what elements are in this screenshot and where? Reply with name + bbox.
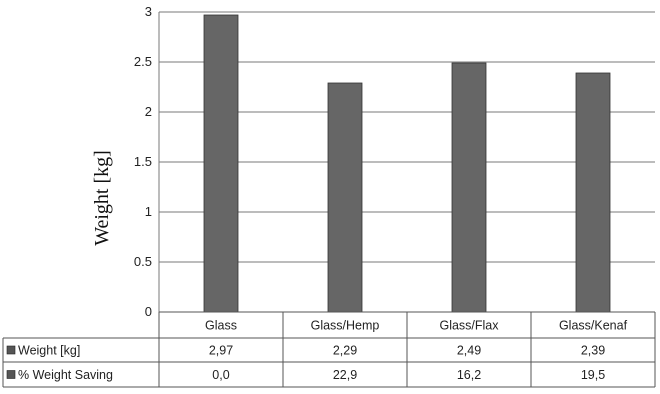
table-row-label: Weight [kg] [18, 344, 80, 358]
y-tick-label: 3 [145, 4, 152, 19]
table-row-label: % Weight Saving [18, 368, 113, 382]
bar-glass-hemp [327, 82, 363, 313]
table-cell: 2,29 [333, 344, 357, 358]
y-tick-label: 1 [145, 204, 152, 219]
y-tick-label: 1.5 [134, 154, 152, 169]
bar-glass [203, 14, 239, 313]
table-cell: 2,39 [581, 344, 605, 358]
bar-glass-flax [451, 62, 487, 313]
gridlines [158, 11, 655, 313]
category-label: Glass/Kenaf [559, 319, 628, 333]
category-label: Glass/Flax [439, 319, 499, 333]
table-cell: 0,0 [212, 368, 229, 382]
table-cell: 16,2 [457, 368, 481, 382]
legend-marker [6, 370, 16, 379]
table-cell: 22,9 [333, 368, 357, 382]
legend-marker [6, 345, 16, 355]
category-label: Glass [205, 319, 237, 333]
y-tick-label: 2 [145, 104, 152, 119]
data-table: Glass Glass/Hemp Glass/Flax Glass/Kenaf Weig… [2, 311, 656, 388]
y-axis-ticks: 0 0.5 1 1.5 2 2.5 3 [134, 4, 152, 319]
bar-glass-kenaf [575, 72, 611, 313]
y-tick-label: 0.5 [134, 254, 152, 269]
table-cell: 19,5 [581, 368, 605, 382]
y-tick-label: 0 [145, 304, 152, 319]
table-cell: 2,49 [457, 344, 481, 358]
category-label: Glass/Hemp [311, 319, 380, 333]
y-tick-label: 2.5 [134, 54, 152, 69]
y-axis-label: Weight [kg] [91, 150, 113, 246]
table-cell: 2,97 [209, 344, 233, 358]
bars [203, 14, 611, 313]
